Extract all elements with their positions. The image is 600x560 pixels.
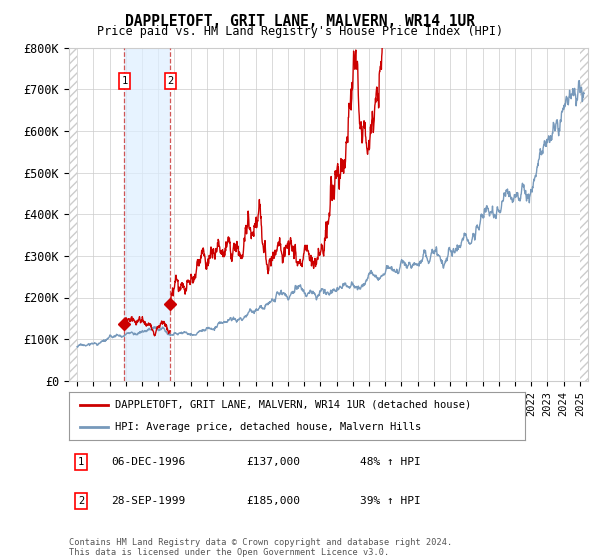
Text: £185,000: £185,000 bbox=[246, 496, 300, 506]
Text: 2: 2 bbox=[78, 496, 84, 506]
Text: Price paid vs. HM Land Registry's House Price Index (HPI): Price paid vs. HM Land Registry's House … bbox=[97, 25, 503, 38]
Text: 48% ↑ HPI: 48% ↑ HPI bbox=[360, 457, 421, 467]
Bar bbox=[580, 48, 588, 381]
Bar bbox=[69, 48, 77, 381]
Text: 2: 2 bbox=[167, 76, 173, 86]
Text: DAPPLETOFT, GRIT LANE, MALVERN, WR14 1UR: DAPPLETOFT, GRIT LANE, MALVERN, WR14 1UR bbox=[125, 14, 475, 29]
Text: 39% ↑ HPI: 39% ↑ HPI bbox=[360, 496, 421, 506]
Text: HPI: Average price, detached house, Malvern Hills: HPI: Average price, detached house, Malv… bbox=[115, 422, 421, 432]
Text: 28-SEP-1999: 28-SEP-1999 bbox=[111, 496, 185, 506]
Text: 06-DEC-1996: 06-DEC-1996 bbox=[111, 457, 185, 467]
Text: 1: 1 bbox=[78, 457, 84, 467]
Text: £137,000: £137,000 bbox=[246, 457, 300, 467]
Text: Contains HM Land Registry data © Crown copyright and database right 2024.
This d: Contains HM Land Registry data © Crown c… bbox=[69, 538, 452, 557]
Text: DAPPLETOFT, GRIT LANE, MALVERN, WR14 1UR (detached house): DAPPLETOFT, GRIT LANE, MALVERN, WR14 1UR… bbox=[115, 400, 471, 410]
Bar bbox=[124, 48, 170, 381]
Text: 1: 1 bbox=[121, 76, 128, 86]
